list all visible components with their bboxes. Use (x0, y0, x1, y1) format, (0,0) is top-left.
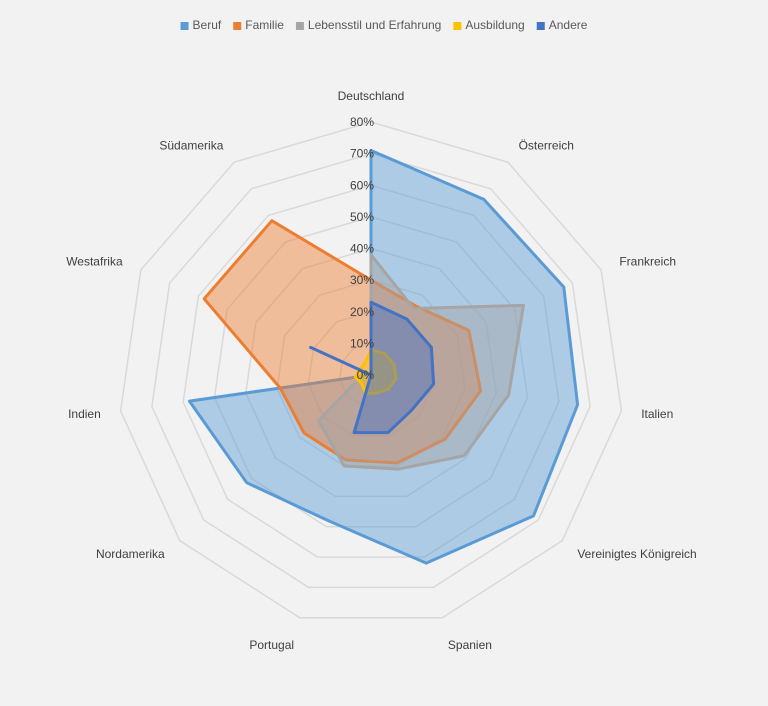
grid-ring (338, 342, 404, 407)
legend-label: Familie (245, 18, 284, 32)
tick-label: 20% (350, 305, 374, 319)
tick-label: 50% (350, 210, 374, 224)
category-label: Spanien (448, 638, 492, 652)
category-label: Vereinigtes Königreich (577, 547, 696, 561)
series-area-andere (309, 300, 436, 435)
tick-label: 40% (350, 242, 374, 256)
category-label: Deutschland (338, 89, 405, 103)
legend-label: Lebensstil und Erfahrung (308, 18, 441, 32)
category-label: Westafrika (66, 255, 123, 269)
category-label: Italien (641, 407, 673, 421)
legend-item[interactable]: Familie (233, 18, 284, 32)
legend: Beruf Familie Lebensstil und Erfahrung Ausb… (180, 18, 588, 32)
tick-label: 70% (350, 147, 374, 161)
grid-ring (119, 121, 623, 619)
category-labels: Deutschland Österreich Frankreich Italien Ve… (66, 89, 697, 652)
legend-swatch (295, 22, 304, 30)
legend-swatch (453, 22, 462, 30)
legend-swatch (536, 22, 545, 30)
tick-label: 60% (350, 178, 374, 192)
legend-swatch (180, 22, 189, 30)
grid-ring (151, 152, 591, 589)
grid-ring (182, 184, 560, 558)
category-label: Österreich (519, 138, 574, 152)
category-label: Indien (68, 407, 101, 421)
legend-label: Beruf (193, 18, 222, 32)
tick-label: 30% (350, 273, 374, 287)
legend-item[interactable]: Lebensstil und Erfahrung (295, 18, 441, 32)
grid-ring (213, 216, 529, 528)
legend-label: Andere (549, 18, 588, 32)
category-label: Frankreich (619, 255, 676, 269)
series-layer (187, 148, 580, 565)
legend-swatch (233, 22, 242, 30)
category-label: Südamerika (159, 138, 223, 152)
tick-label: 10% (350, 336, 374, 350)
tick-labels: 0% 10% 20% 30% 40% 50% 60% 70% 80% (350, 115, 374, 382)
category-label: Nordamerika (96, 547, 165, 561)
radar-grid (119, 121, 623, 619)
legend-label: Ausbildung (465, 18, 524, 32)
legend-item[interactable]: Beruf (180, 18, 222, 32)
tick-label: 80% (350, 115, 374, 129)
legend-item[interactable]: Andere (536, 18, 588, 32)
tick-label: 0% (357, 368, 375, 382)
series-area-familie (202, 219, 483, 465)
series-area-beruf (187, 148, 580, 565)
category-label: Portugal (249, 638, 294, 652)
grid-ring (307, 310, 435, 437)
grid-ring (245, 247, 497, 498)
legend-item[interactable]: Ausbildung (453, 18, 525, 32)
